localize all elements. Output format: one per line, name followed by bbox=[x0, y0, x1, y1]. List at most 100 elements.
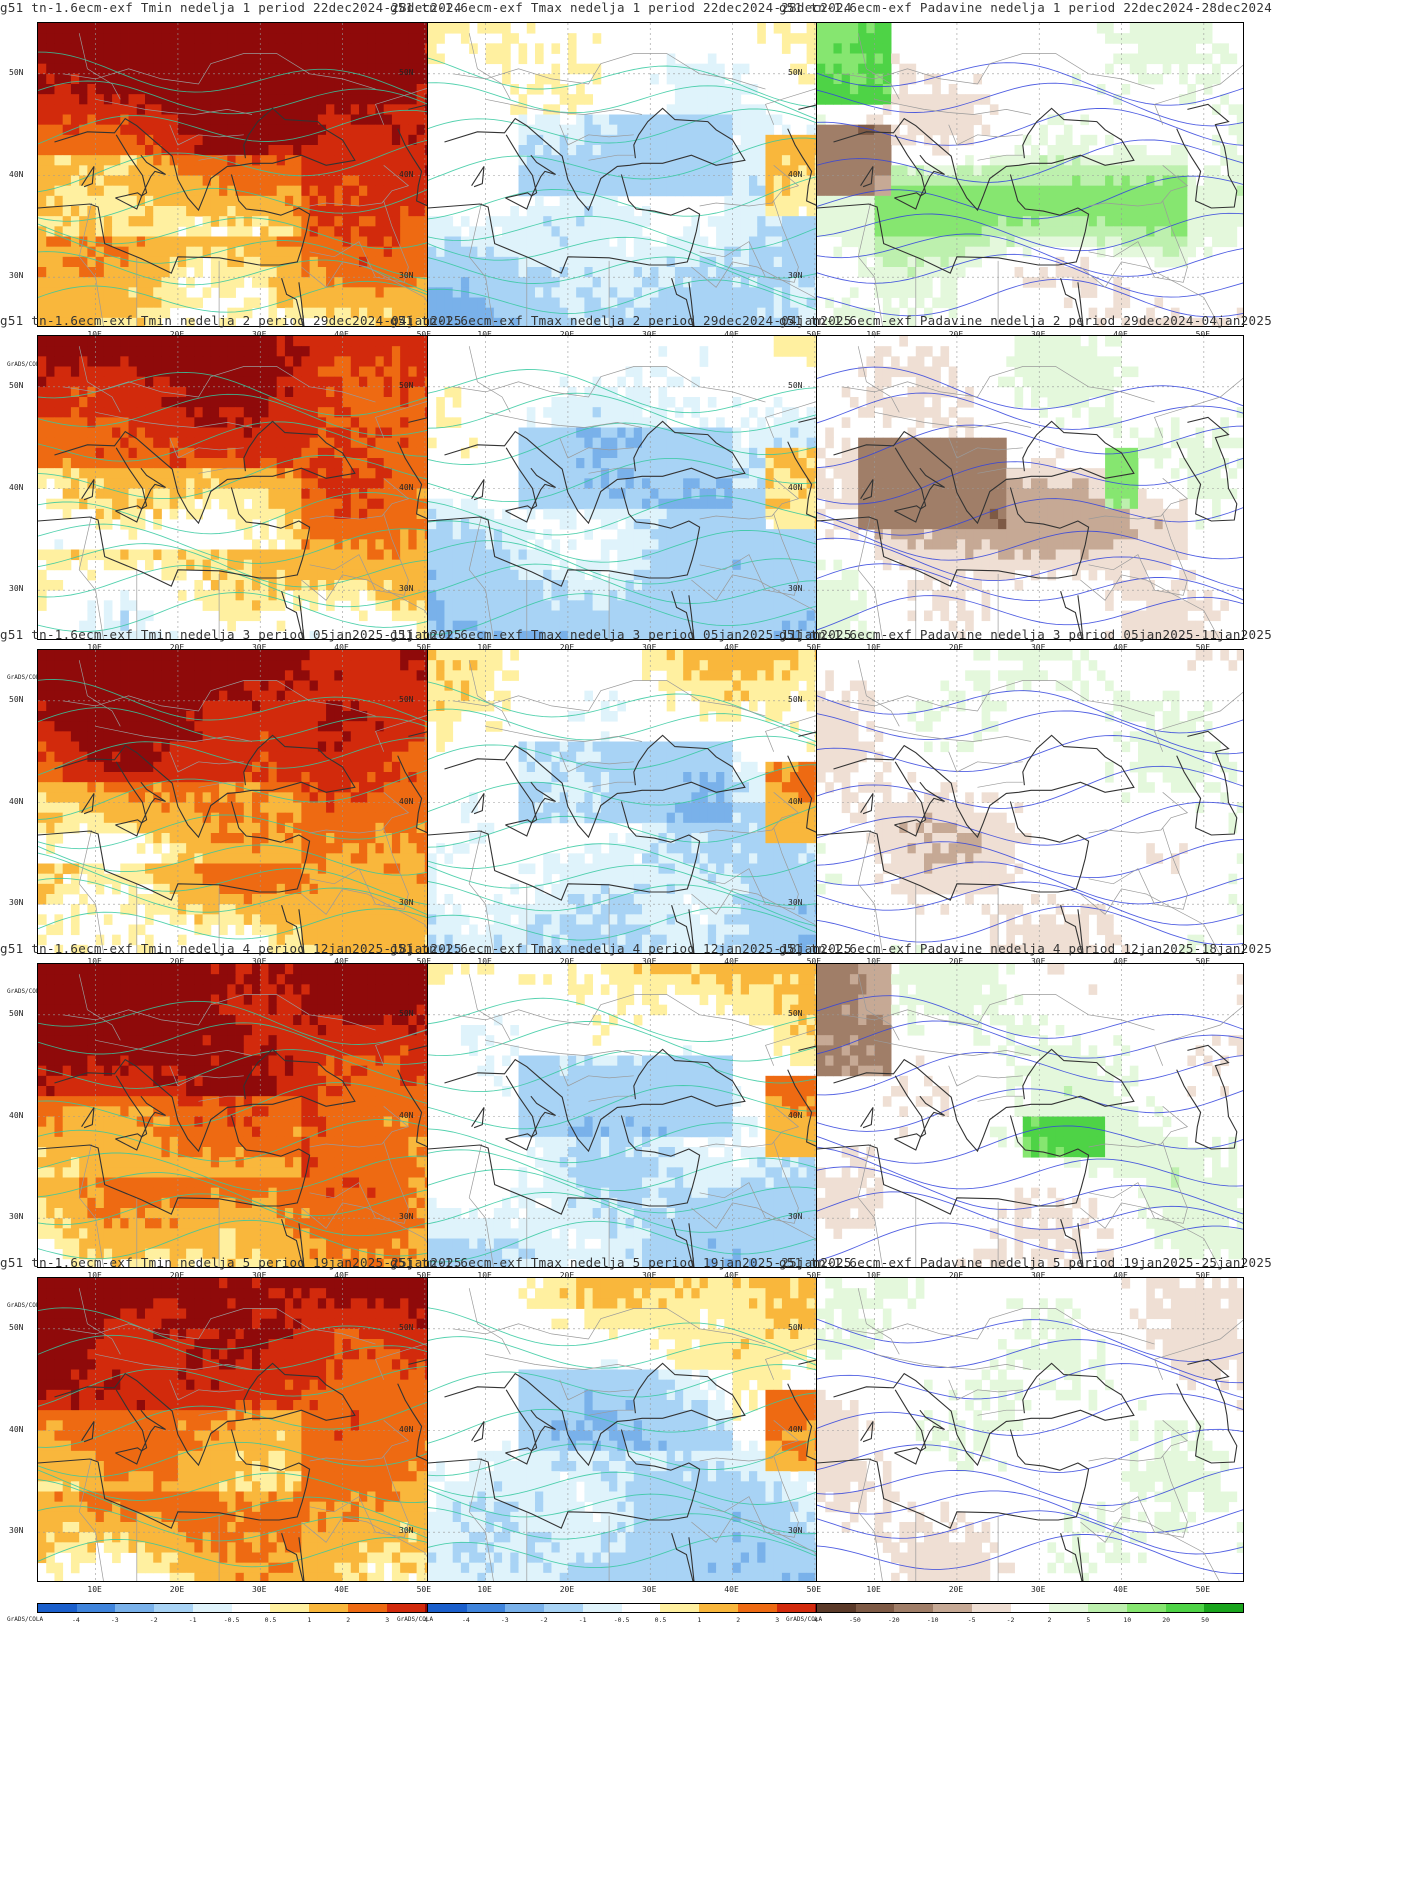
anomaly-cell bbox=[1179, 23, 1188, 34]
anomaly-cell bbox=[112, 468, 121, 479]
anomaly-cell bbox=[416, 134, 426, 146]
anomaly-cell bbox=[79, 407, 88, 418]
anomaly-cell bbox=[617, 145, 626, 156]
anomaly-cell bbox=[383, 226, 393, 237]
anomaly-cell bbox=[177, 458, 187, 469]
anomaly-cell bbox=[732, 124, 742, 136]
contour-line bbox=[38, 80, 464, 120]
anomaly-cell bbox=[169, 267, 179, 278]
anomaly-cell bbox=[227, 246, 236, 258]
anomaly-cell bbox=[1014, 175, 1024, 187]
anomaly-cell bbox=[293, 23, 302, 34]
anomaly-cell bbox=[567, 246, 577, 258]
anomaly-cell bbox=[716, 246, 725, 258]
anomaly-cell bbox=[874, 33, 884, 44]
anomaly-cell bbox=[1187, 216, 1197, 227]
anomaly-cell bbox=[375, 43, 385, 54]
anomaly-cell bbox=[416, 114, 426, 126]
anomaly-cell bbox=[136, 307, 146, 319]
anomaly-cell bbox=[408, 478, 418, 489]
anomaly-cell bbox=[227, 145, 236, 156]
anomaly-cell bbox=[268, 447, 278, 459]
anomaly-cell bbox=[268, 124, 278, 136]
anomaly-cell bbox=[1179, 53, 1188, 65]
anomaly-cell bbox=[301, 437, 311, 449]
anomaly-cell bbox=[252, 356, 261, 367]
anomaly-cell bbox=[62, 175, 72, 187]
anomaly-cell bbox=[79, 114, 88, 126]
anomaly-cell bbox=[633, 114, 643, 126]
anomaly-cell bbox=[276, 297, 286, 309]
latitude-label: 40N bbox=[399, 169, 414, 179]
anomaly-cell bbox=[177, 236, 187, 248]
anomaly-cell bbox=[317, 539, 327, 550]
anomaly-cell bbox=[617, 226, 626, 237]
anomaly-cell bbox=[103, 145, 113, 156]
anomaly-cell bbox=[227, 336, 236, 347]
anomaly-cell bbox=[683, 114, 692, 126]
anomaly-cell bbox=[260, 185, 269, 197]
anomaly-cell bbox=[543, 287, 552, 298]
anomaly-cell bbox=[383, 508, 393, 520]
coastline bbox=[1022, 107, 1135, 166]
anomaly-cell bbox=[460, 33, 470, 44]
anomaly-cell bbox=[1170, 53, 1180, 65]
anomaly-cell bbox=[375, 569, 385, 581]
anomaly-cell bbox=[642, 155, 651, 166]
anomaly-cell bbox=[650, 297, 659, 309]
anomaly-cell bbox=[219, 468, 228, 479]
anomaly-cell bbox=[817, 23, 826, 34]
anomaly-cell bbox=[284, 84, 294, 95]
anomaly-cell bbox=[268, 488, 278, 500]
anomaly-cell bbox=[301, 397, 311, 408]
anomaly-cell bbox=[62, 287, 72, 298]
anomaly-cell bbox=[833, 73, 843, 85]
anomaly-cell bbox=[757, 175, 766, 187]
anomaly-cell bbox=[833, 185, 843, 197]
anomaly-cell bbox=[219, 124, 228, 136]
anomaly-cell bbox=[907, 104, 917, 115]
anomaly-cell bbox=[186, 246, 195, 258]
anomaly-cell bbox=[70, 427, 80, 439]
anomaly-cell bbox=[899, 175, 908, 187]
anomaly-cell bbox=[940, 267, 950, 278]
anomaly-cell bbox=[95, 437, 105, 449]
anomaly-cell bbox=[740, 317, 750, 326]
anomaly-cell bbox=[210, 277, 220, 288]
anomaly-cell bbox=[375, 600, 385, 611]
anomaly-cell bbox=[367, 529, 376, 540]
anomaly-cell bbox=[145, 145, 154, 156]
anomaly-cell bbox=[54, 559, 64, 571]
anomaly-cell bbox=[444, 307, 454, 319]
anomaly-cell bbox=[825, 73, 834, 85]
country-borders bbox=[452, 33, 854, 326]
anomaly-cell bbox=[1179, 73, 1188, 85]
anomaly-cell bbox=[276, 407, 286, 418]
anomaly-cell bbox=[408, 417, 418, 428]
anomaly-cell bbox=[749, 84, 758, 95]
anomaly-cell bbox=[54, 104, 64, 115]
anomaly-cell bbox=[326, 549, 335, 561]
anomaly-cell bbox=[169, 216, 179, 227]
anomaly-cell bbox=[219, 236, 228, 248]
coastline bbox=[115, 134, 166, 198]
anomaly-cell bbox=[334, 267, 343, 278]
anomaly-cell bbox=[202, 216, 212, 227]
anomaly-cell bbox=[1039, 226, 1048, 237]
anomaly-cell bbox=[79, 317, 88, 326]
anomaly-cell bbox=[400, 376, 409, 388]
anomaly-cell bbox=[416, 610, 426, 622]
anomaly-cell bbox=[227, 277, 236, 288]
anomaly-cell bbox=[112, 336, 121, 347]
anomaly-cell bbox=[650, 307, 659, 319]
anomaly-cell bbox=[817, 175, 826, 187]
anomaly-cell bbox=[1228, 226, 1238, 237]
anomaly-cell bbox=[899, 267, 908, 278]
anomaly-cell bbox=[161, 63, 171, 75]
anomaly-cell bbox=[1072, 195, 1081, 207]
anomaly-cell bbox=[866, 317, 876, 326]
anomaly-cell bbox=[874, 246, 884, 258]
anomaly-cell bbox=[38, 216, 47, 227]
anomaly-cell bbox=[699, 277, 709, 288]
anomaly-cell bbox=[210, 155, 220, 166]
